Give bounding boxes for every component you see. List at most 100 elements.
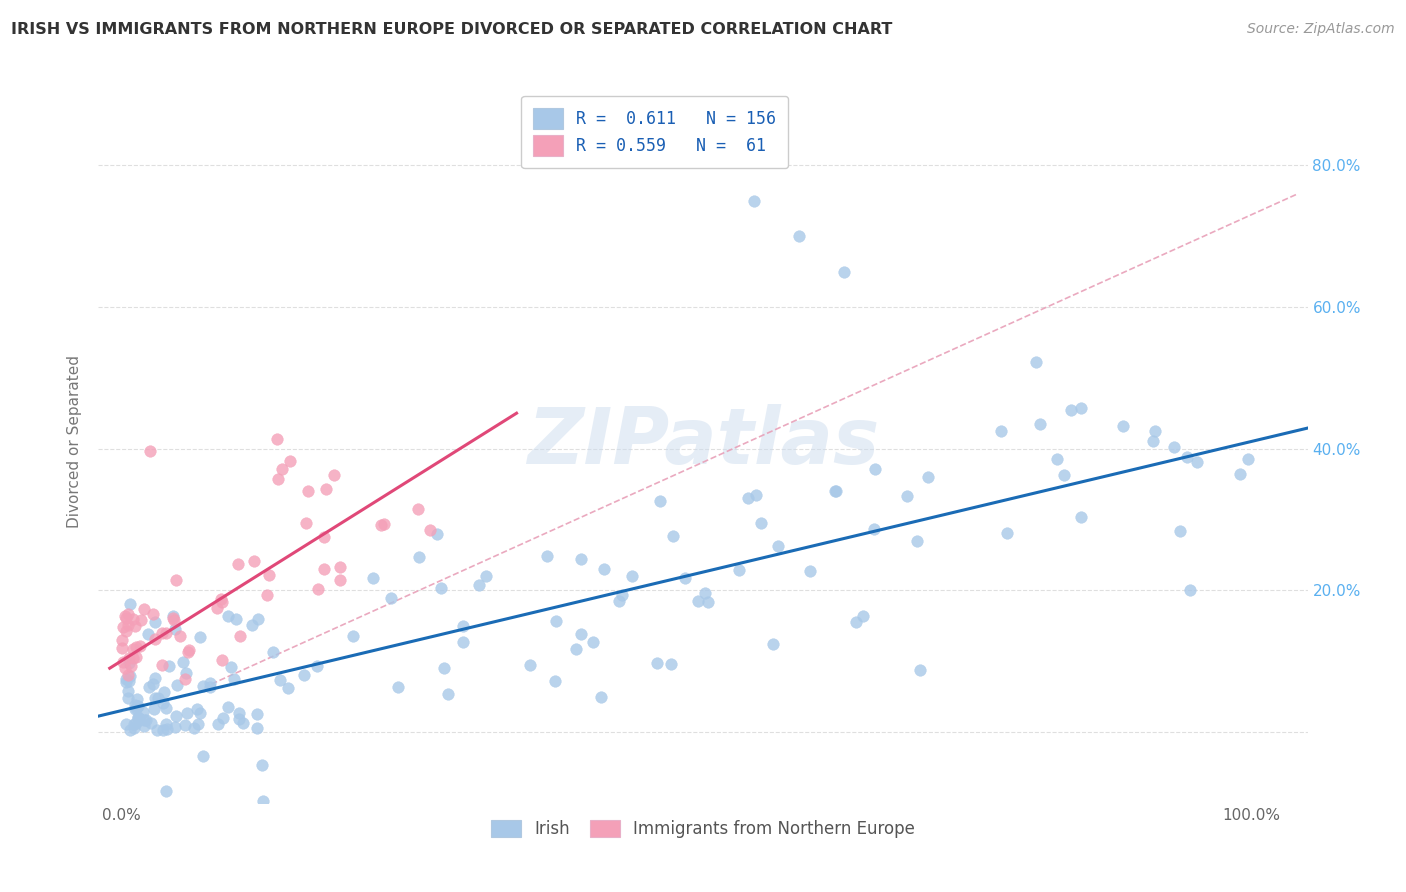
Point <box>217 608 239 623</box>
Point <box>620 568 643 582</box>
Point <box>314 562 336 576</box>
Point <box>217 699 239 714</box>
Point <box>142 702 165 716</box>
Point <box>1229 467 1251 482</box>
Point <box>129 639 152 653</box>
Point <box>162 611 184 625</box>
Point <box>146 691 169 706</box>
Point <box>361 571 384 585</box>
Text: Source: ZipAtlas.com: Source: ZipAtlas.com <box>1247 22 1395 37</box>
Point <box>437 688 460 702</box>
Point <box>297 484 319 499</box>
Point <box>592 562 614 576</box>
Point <box>766 539 789 553</box>
Point <box>115 611 138 625</box>
Point <box>169 629 191 643</box>
Point <box>659 657 682 671</box>
Point <box>569 627 592 641</box>
Point <box>125 701 148 715</box>
Point <box>191 749 214 764</box>
Point <box>266 432 288 446</box>
Y-axis label: Divorced or Separated: Divorced or Separated <box>67 355 83 528</box>
Point <box>142 607 165 622</box>
Legend: Irish, Immigrants from Northern Europe: Irish, Immigrants from Northern Europe <box>484 814 922 845</box>
Point <box>127 711 149 725</box>
Point <box>152 723 174 737</box>
Point <box>799 565 821 579</box>
Point <box>271 462 294 476</box>
Point <box>519 658 541 673</box>
Point <box>787 229 810 244</box>
Point <box>209 591 232 606</box>
Point <box>118 656 141 670</box>
Point <box>146 723 169 737</box>
Point <box>136 626 159 640</box>
Point <box>207 600 229 615</box>
Point <box>211 594 233 608</box>
Point <box>132 713 155 727</box>
Point <box>475 569 498 583</box>
Point <box>908 664 931 678</box>
Point <box>314 530 336 544</box>
Point <box>186 702 208 716</box>
Point <box>207 717 229 731</box>
Point <box>155 701 177 715</box>
Point <box>1112 419 1135 434</box>
Point <box>1142 434 1164 449</box>
Point <box>225 611 247 625</box>
Point <box>917 470 939 484</box>
Point <box>1175 450 1198 464</box>
Point <box>152 697 174 711</box>
Point <box>246 707 269 722</box>
Point <box>242 618 264 632</box>
Point <box>157 658 180 673</box>
Point <box>609 594 631 608</box>
Point <box>1178 582 1201 597</box>
Point <box>177 642 200 657</box>
Point <box>163 613 186 627</box>
Point <box>229 629 252 643</box>
Point <box>370 517 392 532</box>
Point <box>198 676 221 690</box>
Point <box>124 701 146 715</box>
Point <box>408 549 430 564</box>
Point <box>380 591 402 605</box>
Point <box>228 712 250 726</box>
Point <box>246 612 269 626</box>
Point <box>115 624 138 638</box>
Point <box>742 194 765 208</box>
Point <box>277 681 299 695</box>
Point <box>219 660 242 674</box>
Text: ZIPatlas: ZIPatlas <box>527 403 879 480</box>
Point <box>1187 455 1209 469</box>
Point <box>262 645 284 659</box>
Point <box>125 692 148 706</box>
Point <box>688 594 710 608</box>
Point <box>127 699 149 714</box>
Point <box>406 501 429 516</box>
Point <box>122 721 145 735</box>
Point <box>990 424 1012 438</box>
Point <box>536 549 558 564</box>
Point <box>673 571 696 585</box>
Point <box>419 523 441 537</box>
Point <box>111 620 134 634</box>
Point <box>257 568 280 582</box>
Point <box>995 526 1018 541</box>
Point <box>1143 424 1166 438</box>
Point <box>111 640 134 655</box>
Point <box>172 656 194 670</box>
Point <box>429 581 451 595</box>
Point <box>645 656 668 670</box>
Point <box>1060 403 1083 417</box>
Point <box>292 668 315 682</box>
Point <box>565 642 588 657</box>
Point <box>188 631 211 645</box>
Point <box>122 612 145 626</box>
Point <box>569 551 592 566</box>
Point <box>124 619 146 633</box>
Point <box>323 467 346 482</box>
Point <box>124 640 146 654</box>
Point <box>243 553 266 567</box>
Point <box>845 615 868 630</box>
